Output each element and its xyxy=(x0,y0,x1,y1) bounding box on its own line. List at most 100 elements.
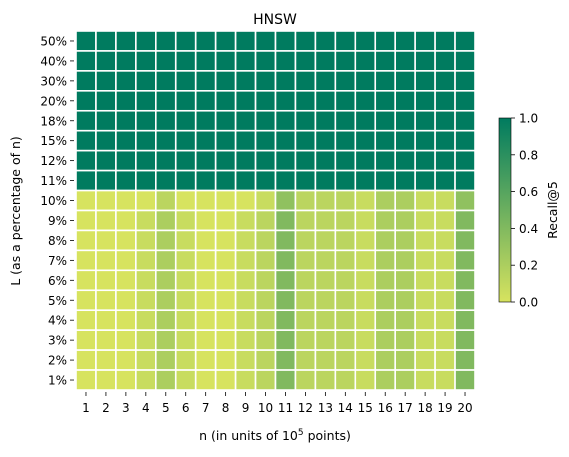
heatmap-cell xyxy=(254,229,277,252)
heatmap-cell xyxy=(414,309,436,331)
heatmap-cell xyxy=(414,70,436,92)
heatmap-cell xyxy=(434,30,456,52)
heatmap-cell xyxy=(174,349,197,371)
heatmap-cell xyxy=(75,70,97,92)
heatmap-cell xyxy=(234,329,257,351)
heatmap-cell xyxy=(294,369,317,391)
x-tick-label: 12 xyxy=(298,401,313,415)
heatmap-cell xyxy=(234,129,257,152)
heatmap-cell xyxy=(434,229,456,252)
heatmap-cell xyxy=(394,169,416,192)
y-tick-label: 2% xyxy=(48,354,67,368)
heatmap-cell xyxy=(274,189,297,212)
heatmap-cell xyxy=(434,129,456,152)
heatmap-cell xyxy=(234,289,257,312)
heatmap-cell xyxy=(454,50,476,72)
heatmap-cell xyxy=(374,109,397,132)
heatmap-cell xyxy=(194,349,217,371)
heatmap-cell xyxy=(354,109,377,132)
heatmap-cell xyxy=(135,30,157,52)
heatmap-cell xyxy=(294,189,317,212)
heatmap-cell xyxy=(434,329,456,351)
heatmap-cell xyxy=(394,149,416,172)
heatmap-cell xyxy=(135,249,157,272)
heatmap-cell xyxy=(95,50,117,72)
heatmap-cell xyxy=(115,349,137,371)
heatmap-cell xyxy=(174,289,197,312)
heatmap-cell xyxy=(155,189,177,212)
heatmap-cell xyxy=(254,169,277,192)
heatmap-cell xyxy=(155,229,177,252)
y-tick-label: 9% xyxy=(48,214,67,228)
heatmap-cell xyxy=(194,109,217,132)
heatmap-cell xyxy=(214,109,237,132)
heatmap-cell xyxy=(314,309,337,331)
y-tick-label: 12% xyxy=(40,154,67,168)
heatmap-cell xyxy=(434,269,456,292)
heatmap-cell xyxy=(75,50,97,72)
heatmap-cell xyxy=(274,209,297,232)
colorbar-ticks: 0.0 0.2 0.4 0.6 0.8 1.0 xyxy=(511,112,538,310)
heatmap-cell xyxy=(135,369,157,391)
heatmap-cell xyxy=(334,309,357,331)
heatmap-cell xyxy=(314,129,337,152)
heatmap-cell xyxy=(254,109,277,132)
heatmap-cell xyxy=(354,129,377,152)
heatmap-cell xyxy=(374,269,397,292)
heatmap-cell xyxy=(354,189,377,212)
y-tick-label: 3% xyxy=(48,334,67,348)
heatmap-cell xyxy=(294,50,317,72)
x-tick-label: 16 xyxy=(378,401,393,415)
heatmap-cell xyxy=(135,269,157,292)
heatmap-cell xyxy=(194,369,217,391)
heatmap-cell xyxy=(454,249,476,272)
heatmap-cell xyxy=(135,349,157,371)
heatmap-cell xyxy=(354,70,377,92)
heatmap-cell xyxy=(394,269,416,292)
heatmap-cell xyxy=(115,50,137,72)
heatmap-cell xyxy=(115,129,137,152)
heatmap-cell xyxy=(254,309,277,331)
heatmap-cell xyxy=(115,229,137,252)
heatmap-cell xyxy=(374,249,397,272)
colorbar-tick-label: 0.0 xyxy=(519,296,538,310)
heatmap-cell xyxy=(314,90,337,112)
heatmap-cell xyxy=(95,90,117,112)
heatmap-cell xyxy=(454,229,476,252)
heatmap-cell xyxy=(334,129,357,152)
heatmap-cell xyxy=(214,329,237,351)
heatmap-cell xyxy=(274,149,297,172)
heatmap-cell xyxy=(214,70,237,92)
heatmap-cell xyxy=(394,50,416,72)
heatmap-cell xyxy=(75,229,97,252)
heatmap-cell xyxy=(294,109,317,132)
heatmap-cell xyxy=(454,349,476,371)
heatmap-cell xyxy=(254,30,277,52)
y-tick-label: 15% xyxy=(40,134,67,148)
y-tick-label: 6% xyxy=(48,274,67,288)
heatmap-cell xyxy=(95,249,117,272)
heatmap-cell xyxy=(194,309,217,331)
heatmap-cell xyxy=(314,50,337,72)
heatmap-cell xyxy=(294,289,317,312)
heatmap-cell xyxy=(294,249,317,272)
heatmap-cell xyxy=(95,329,117,351)
heatmap-cell xyxy=(434,289,456,312)
heatmap-cell xyxy=(354,249,377,272)
heatmap-cell xyxy=(414,30,436,52)
x-axis: 1 2 3 4 5 6 7 8 9 10 11 12 13 14 15 16 17 18 19 20 xyxy=(82,392,473,415)
x-tick-label: 18 xyxy=(417,401,432,415)
heatmap-cell xyxy=(374,189,397,212)
colorbar-tick-label: 0.4 xyxy=(519,222,538,236)
heatmap-cell xyxy=(214,269,237,292)
heatmap-cell xyxy=(454,70,476,92)
x-tick-label: 5 xyxy=(162,401,170,415)
heatmap-cell xyxy=(214,209,237,232)
heatmap-cell xyxy=(115,169,137,192)
heatmap-cell xyxy=(334,149,357,172)
heatmap-cell xyxy=(115,30,137,52)
heatmap-cell xyxy=(414,50,436,72)
heatmap-cell xyxy=(434,349,456,371)
heatmap-cell xyxy=(434,70,456,92)
heatmap-cell xyxy=(174,209,197,232)
